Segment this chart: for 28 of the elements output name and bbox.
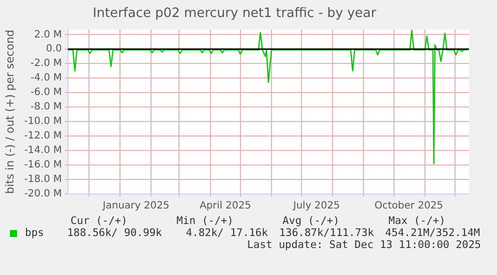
x-tick-label: October 2025 xyxy=(374,200,444,212)
y-tick-label: 0.0 xyxy=(46,44,62,55)
x-tick-label: April 2025 xyxy=(200,200,252,212)
text: 136.87k/111.73k xyxy=(278,227,374,239)
y-tick-label: -4.0 M xyxy=(30,72,62,84)
text: Last update: Sat Dec 13 11:00:00 2025 xyxy=(247,239,481,251)
x-tick-label: January 2025 xyxy=(102,200,170,212)
y-tick-label: -8.0 M xyxy=(30,102,62,113)
text: Max (-/+) xyxy=(388,215,446,227)
x-tick-label: July 2025 xyxy=(292,200,340,212)
y-tick-label: -14.0 M xyxy=(24,145,62,156)
text: 188.56k/ 90.99k xyxy=(66,227,162,239)
y-tick-label: -20.0 M xyxy=(24,188,62,200)
y-axis-title: bits in (-) / out (+) per second xyxy=(3,30,16,194)
text: Min (-/+) xyxy=(176,215,234,227)
text: Avg (-/+) xyxy=(282,215,340,227)
text: 454.21M/352.14M xyxy=(384,227,480,239)
y-tick-label: -10.0 M xyxy=(24,116,62,128)
text: Cur (-/+) xyxy=(70,215,128,227)
legend-label: bps xyxy=(25,227,44,239)
y-tick-label: -12.0 M xyxy=(24,130,62,142)
chart-title: Interface p02 mercury net1 traffic - by year xyxy=(92,6,377,22)
y-tick-label: 2.0 M xyxy=(34,29,62,40)
y-tick-label: -6.0 M xyxy=(30,87,62,98)
y-tick-label: -2.0 M xyxy=(30,58,62,70)
text: 4.82k/ 17.16k xyxy=(184,227,268,239)
y-tick-label: -18.0 M xyxy=(24,174,62,186)
y-tick-label: -16.0 M xyxy=(24,160,62,171)
